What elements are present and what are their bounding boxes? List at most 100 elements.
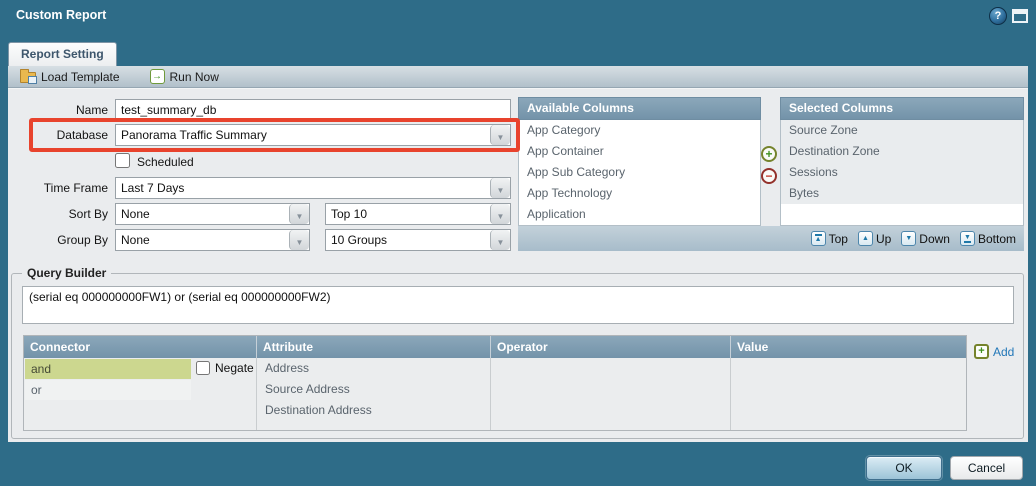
attribute-column: Address Source Address Destination Addre… [257, 358, 491, 430]
chevron-down-icon: ▼ [496, 212, 505, 221]
add-column-icon[interactable]: + [761, 146, 777, 162]
move-down-label: Down [919, 231, 950, 246]
database-label: Database [56, 128, 108, 142]
selected-column-item[interactable]: Sessions [789, 165, 838, 179]
query-builder-table: Connector Attribute Operator Value and o… [23, 335, 967, 431]
selected-column-item[interactable]: Source Zone [789, 123, 858, 137]
negate-checkbox[interactable] [196, 361, 210, 375]
operator-column [491, 358, 731, 430]
query-builder-section: Query Builder (serial eq 000000000FW1) o… [11, 266, 1024, 439]
selected-column-item[interactable]: Destination Zone [789, 144, 880, 158]
sort-by-limit-dropdown[interactable]: Top 10 ▼ [325, 203, 511, 225]
sort-by-dropdown-button[interactable]: ▼ [289, 204, 309, 224]
chevron-down-icon: ▼ [496, 133, 505, 142]
attribute-column-header: Attribute [257, 336, 491, 358]
negate-label: Negate [215, 361, 254, 375]
restore-window-icon-bar [1014, 11, 1026, 14]
scheduled-checkbox[interactable] [115, 153, 130, 168]
move-top-label: Top [828, 231, 848, 246]
remove-column-icon[interactable]: − [761, 168, 777, 184]
sort-by-value: None [121, 207, 150, 221]
time-frame-label: Time Frame [43, 181, 108, 195]
available-column-item[interactable]: App Technology [527, 186, 613, 200]
sort-by-label: Sort By [68, 207, 108, 221]
move-up-icon: ▲ [857, 231, 873, 246]
group-by-label: Group By [57, 233, 108, 247]
negate-control: Negate [196, 361, 254, 375]
run-now-icon: → [149, 69, 165, 84]
attribute-option[interactable]: Destination Address [265, 403, 372, 417]
load-template-label: Load Template [41, 69, 120, 84]
add-rule-button[interactable]: + Add [974, 344, 1014, 359]
move-top-icon: ▲ [810, 231, 826, 246]
move-down-icon: ▼ [901, 231, 917, 246]
connector-option-or[interactable]: or [25, 380, 191, 400]
attribute-option[interactable]: Source Address [265, 382, 350, 396]
group-by-dropdown-button[interactable]: ▼ [289, 230, 309, 250]
connector-option-and[interactable]: and [25, 359, 191, 379]
add-rule-label: Add [993, 344, 1015, 359]
operator-column-header: Operator [491, 336, 731, 358]
chevron-down-icon: ▼ [295, 238, 304, 247]
selected-columns-empty-row [781, 204, 1023, 225]
database-dropdown-button[interactable]: ▼ [490, 125, 510, 145]
available-column-item[interactable]: App Sub Category [527, 165, 626, 179]
load-template-button[interactable]: Load Template [14, 66, 126, 88]
move-bottom-button[interactable]: ▼ Bottom [959, 231, 1016, 246]
cancel-button[interactable]: Cancel [950, 456, 1023, 480]
restore-window-icon[interactable] [1012, 9, 1028, 23]
scheduled-label: Scheduled [137, 155, 194, 169]
run-now-button[interactable]: → Run Now [144, 66, 225, 88]
move-bottom-icon: ▼ [959, 231, 975, 246]
ok-button[interactable]: OK [866, 456, 942, 480]
available-column-item[interactable]: Application [527, 207, 586, 221]
value-column-header: Value [731, 336, 966, 358]
query-builder-legend: Query Builder [22, 266, 112, 280]
group-by-dropdown[interactable]: None ▼ [115, 229, 310, 251]
chevron-down-icon: ▼ [496, 238, 505, 247]
toolbar: Load Template → Run Now [8, 66, 1028, 88]
move-top-button[interactable]: ▲ Top [810, 231, 848, 246]
help-icon[interactable]: ? [989, 7, 1007, 25]
query-input[interactable]: (serial eq 000000000FW1) or (serial eq 0… [22, 286, 1014, 324]
move-down-button[interactable]: ▼ Down [901, 231, 950, 246]
query-table-body: and or Negate Address Source Address Des… [24, 358, 966, 430]
time-frame-dropdown-button[interactable]: ▼ [490, 178, 510, 198]
available-columns-panel: Available Columns App Category App Conta… [518, 97, 761, 226]
sort-by-limit-dropdown-button[interactable]: ▼ [490, 204, 510, 224]
available-column-item[interactable]: App Container [527, 144, 604, 158]
group-by-limit-dropdown-button[interactable]: ▼ [490, 230, 510, 250]
time-frame-value: Last 7 Days [121, 181, 185, 195]
selected-columns-header: Selected Columns [780, 97, 1024, 120]
available-columns-header: Available Columns [518, 97, 761, 120]
run-now-label: Run Now [169, 69, 219, 84]
value-column [731, 358, 966, 430]
available-column-item[interactable]: App Category [527, 123, 601, 137]
sort-by-limit-value: Top 10 [331, 207, 368, 221]
move-up-label: Up [875, 231, 892, 246]
report-setting-panel: Name Database Time Frame Sort By Group B… [8, 88, 1028, 442]
dialog-title: Custom Report [16, 8, 107, 22]
group-by-limit-dropdown[interactable]: 10 Groups ▼ [325, 229, 511, 251]
tab-report-setting[interactable]: Report Setting [8, 42, 117, 66]
chevron-down-icon: ▼ [295, 212, 304, 221]
name-input[interactable] [115, 99, 511, 121]
sort-by-dropdown[interactable]: None ▼ [115, 203, 310, 225]
database-dropdown[interactable]: Panorama Traffic Summary ▼ [115, 124, 511, 146]
column-order-toolbar: ▲ Top ▲ Up ▼ Down ▼ Bottom [518, 226, 1024, 251]
attribute-option[interactable]: Address [265, 361, 310, 375]
move-bottom-label: Bottom [977, 231, 1016, 246]
database-value: Panorama Traffic Summary [121, 128, 267, 142]
group-by-limit-value: 10 Groups [331, 233, 388, 247]
chevron-down-icon: ▼ [496, 186, 505, 195]
available-columns-list: App Category App Container App Sub Categ… [518, 120, 761, 226]
folder-icon [20, 69, 37, 84]
group-by-value: None [121, 233, 150, 247]
time-frame-dropdown[interactable]: Last 7 Days ▼ [115, 177, 511, 199]
connector-column-header: Connector [24, 336, 257, 358]
selected-columns-list: Source Zone Destination Zone Sessions By… [780, 120, 1024, 226]
name-label: Name [75, 103, 108, 117]
move-up-button[interactable]: ▲ Up [857, 231, 892, 246]
selected-column-item[interactable]: Bytes [789, 186, 820, 200]
